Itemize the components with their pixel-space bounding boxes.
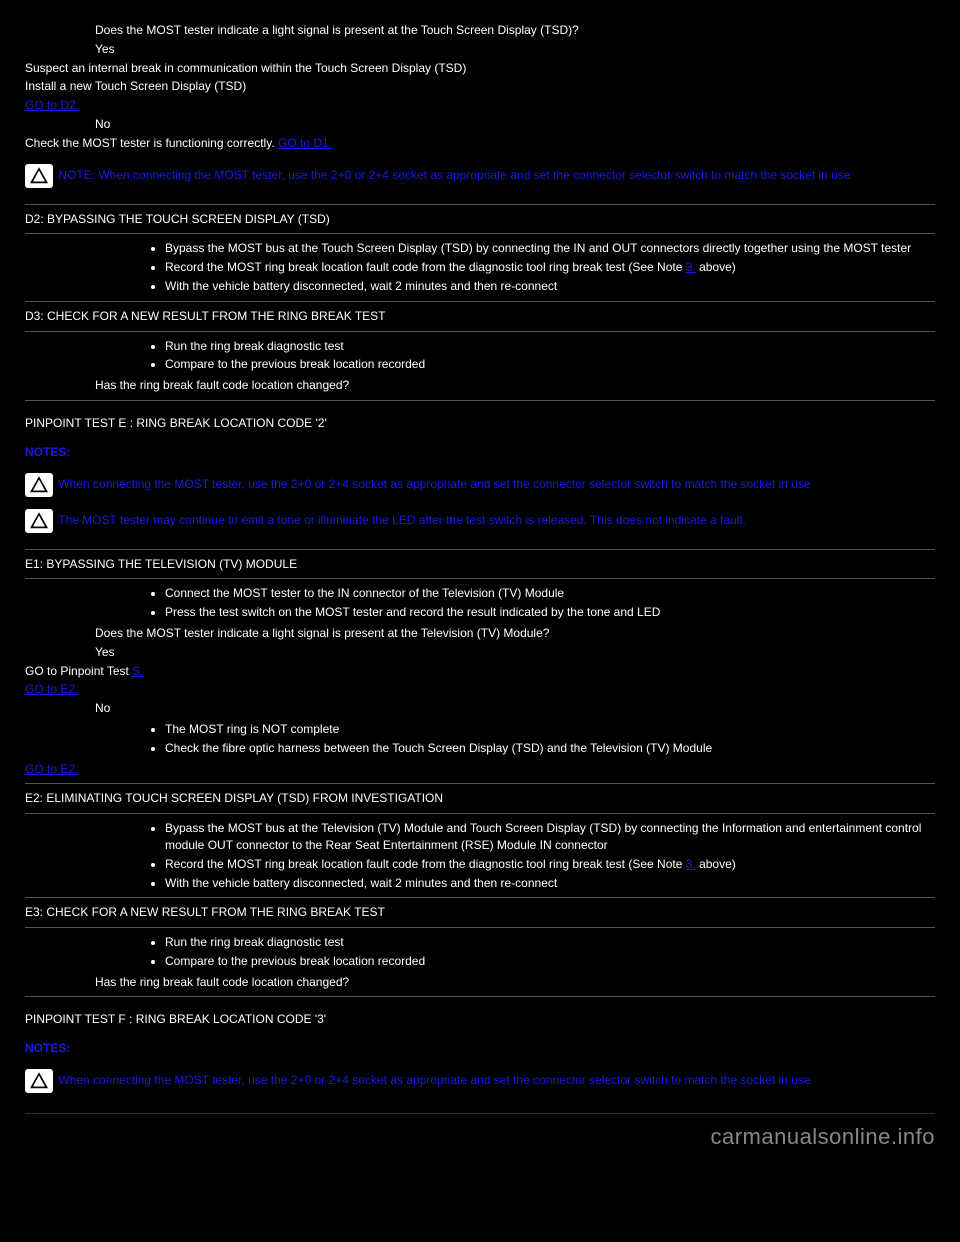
e1-bullet: Connect the MOST tester to the IN connec… (165, 585, 935, 602)
divider (25, 400, 935, 401)
footer-watermark: carmanualsonline.info (25, 1113, 935, 1153)
e2-bullet: Bypass the MOST bus at the Television (T… (165, 820, 935, 854)
divider (25, 996, 935, 997)
divider (25, 897, 935, 898)
e1-yes-label: Yes (95, 644, 935, 661)
divider (25, 549, 935, 550)
pinpoint-e-note-a: When connecting the MOST tester, use the… (58, 477, 810, 491)
divider (25, 331, 935, 332)
link-note-3-b[interactable]: 3. (686, 857, 696, 871)
link-pinpoint-s[interactable]: S. (132, 664, 143, 678)
pinpoint-f-heading: PINPOINT TEST F : RING BREAK LOCATION CO… (25, 1011, 935, 1028)
e1-question: Does the MOST tester indicate a light si… (95, 625, 935, 642)
warning-icon (25, 1069, 53, 1093)
divider (25, 578, 935, 579)
pinpoint-e-heading: PINPOINT TEST E : RING BREAK LOCATION CO… (25, 415, 935, 432)
divider (25, 204, 935, 205)
pinpoint-e-note-b: The MOST tester may continue to emit a t… (58, 513, 746, 527)
d2-bullet: Record the MOST ring break location faul… (165, 259, 935, 276)
warning-icon (25, 164, 53, 188)
top-question: Does the MOST tester indicate a light si… (95, 22, 935, 39)
link-go-to-e2-b[interactable]: GO to E2. (25, 762, 78, 776)
e2-bullet: Record the MOST ring break location faul… (165, 856, 935, 873)
top-no-text: Check the MOST tester is functioning cor… (25, 136, 278, 150)
e1-title: E1: BYPASSING THE TELEVISION (TV) MODULE (25, 556, 935, 573)
e3-bullet: Compare to the previous break location r… (165, 953, 935, 970)
notes-label-f: NOTES: (25, 1040, 935, 1057)
e2-bullet: With the vehicle battery disconnected, w… (165, 875, 935, 892)
link-go-to-d1[interactable]: GO to D1. (278, 136, 332, 150)
top-yes-text-b: Install a new Touch Screen Display (TSD) (25, 78, 935, 95)
d3-title: D3: CHECK FOR A NEW RESULT FROM THE RING… (25, 308, 935, 325)
divider (25, 783, 935, 784)
link-go-to-d2[interactable]: GO to D2. (25, 98, 79, 112)
d2-bullet-text: Record the MOST ring break location faul… (165, 260, 686, 274)
e2-bullet-text: Record the MOST ring break location faul… (165, 857, 686, 871)
d2-title: D2: BYPASSING THE TOUCH SCREEN DISPLAY (… (25, 211, 935, 228)
top-no-label: No (95, 116, 935, 133)
e3-title: E3: CHECK FOR A NEW RESULT FROM THE RING… (25, 904, 935, 921)
d2-bullet: With the vehicle battery disconnected, w… (165, 278, 935, 295)
notes-label: NOTES: (25, 444, 935, 461)
d3-bullet: Compare to the previous break location r… (165, 356, 935, 373)
e3-question: Has the ring break fault code location c… (95, 974, 935, 991)
divider (25, 927, 935, 928)
e1-no-bullet: The MOST ring is NOT complete (165, 721, 935, 738)
link-go-to-e2[interactable]: GO to E2. (25, 682, 78, 696)
top-yes-text-a: Suspect an internal break in communicati… (25, 60, 935, 77)
warning-icon (25, 509, 53, 533)
divider (25, 813, 935, 814)
top-yes-label: Yes (95, 41, 935, 58)
e1-yes-line: GO to Pinpoint Test (25, 664, 132, 678)
warning-icon (25, 473, 53, 497)
d2-bullet: Bypass the MOST bus at the Touch Screen … (165, 240, 935, 257)
e1-no-bullet: Check the fibre optic harness between th… (165, 740, 935, 757)
d3-bullet: Run the ring break diagnostic test (165, 338, 935, 355)
e3-bullet: Run the ring break diagnostic test (165, 934, 935, 951)
e1-bullet: Press the test switch on the MOST tester… (165, 604, 935, 621)
d3-question: Has the ring break fault code location c… (95, 377, 935, 394)
note-text-1: NOTE: When connecting the MOST tester, u… (58, 168, 850, 182)
divider (25, 301, 935, 302)
d2-bullet-tail: above) (696, 260, 736, 274)
divider (25, 233, 935, 234)
link-note-3[interactable]: 3. (686, 260, 696, 274)
e2-bullet-tail: above) (696, 857, 736, 871)
e2-title: E2: ELIMINATING TOUCH SCREEN DISPLAY (TS… (25, 790, 935, 807)
e1-no-label: No (95, 700, 935, 717)
pinpoint-f-note-a: When connecting the MOST tester, use the… (58, 1073, 810, 1087)
